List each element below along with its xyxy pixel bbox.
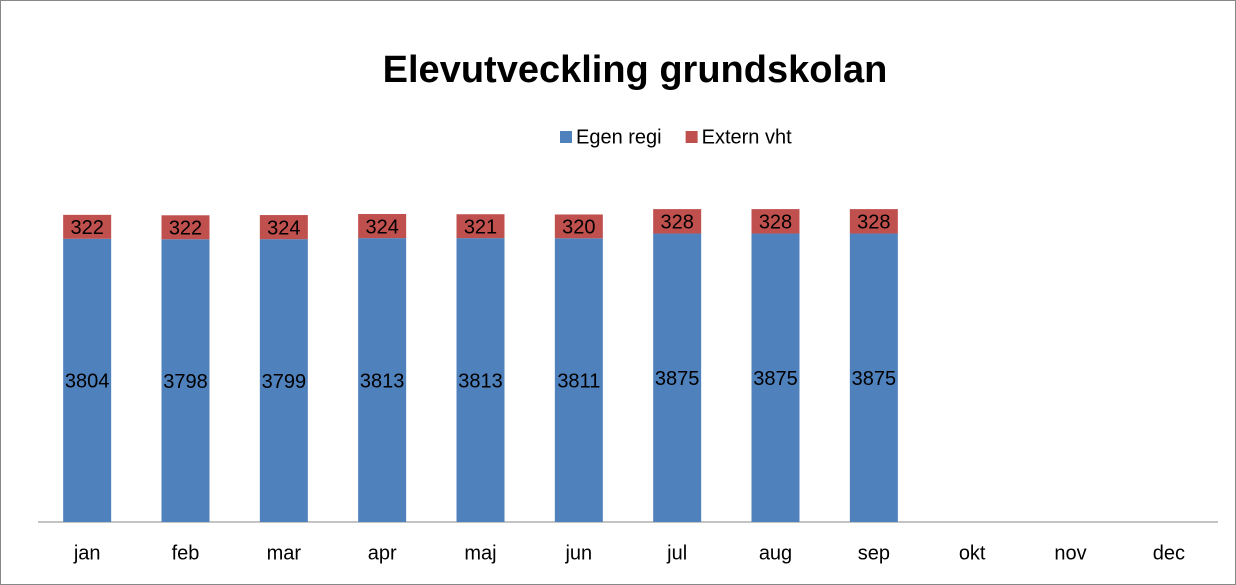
x-tick-label: feb [172,542,200,564]
data-label: 324 [267,217,300,239]
data-label: 3813 [458,370,503,392]
data-label: 320 [562,217,595,239]
bar-segment [259,239,308,523]
x-tick-label: sep [858,542,890,564]
data-label: 3804 [65,371,110,393]
data-label: 3813 [360,370,405,392]
data-label: 328 [857,212,890,234]
bar-segment [358,214,407,239]
x-tick-label: nov [1054,542,1086,564]
chart-title: Elevutveckling grundskolan [383,49,888,91]
data-label: 328 [660,212,693,234]
bar-segment [456,238,505,523]
bar-segment [161,215,210,240]
bar-segment [751,233,800,522]
bar-segment [849,233,898,522]
bar-segment [849,209,898,234]
x-tick-label: dec [1153,542,1185,564]
x-tick-label: jan [73,542,101,564]
data-label: 3875 [852,368,897,390]
bar-segment [259,215,308,240]
bar-segment [554,214,603,239]
bar-segment [63,214,112,239]
data-label: 328 [759,212,792,234]
data-label: 3799 [262,371,307,393]
data-label: 3811 [557,370,600,392]
bar-segment [358,238,407,523]
legend-swatch [560,131,572,143]
data-label: 322 [169,218,202,240]
legend-label: Extern vht [702,126,792,148]
bar-segment [554,238,603,522]
legend-swatch [685,131,698,143]
bar-segment [63,238,112,522]
x-tick-label: jun [564,542,592,564]
x-tick-label: okt [959,542,986,564]
x-tick-label: aug [759,542,792,564]
bar-segment [456,214,505,239]
data-label: 3875 [655,368,700,390]
legend-label: Egen regi [576,126,662,148]
x-tick-label: jul [666,542,687,564]
data-label: 322 [70,217,103,239]
bar-segment [653,209,702,234]
data-label: 321 [464,216,497,238]
data-label: 324 [365,216,398,238]
x-tick-label: mar [267,542,302,564]
x-tick-label: maj [464,542,496,564]
bar-segment [161,239,210,522]
data-label: 3798 [163,371,208,393]
bar-segment [751,209,800,234]
x-tick-label: apr [368,542,397,564]
bar-segment [653,233,702,522]
data-label: 3875 [753,368,798,390]
